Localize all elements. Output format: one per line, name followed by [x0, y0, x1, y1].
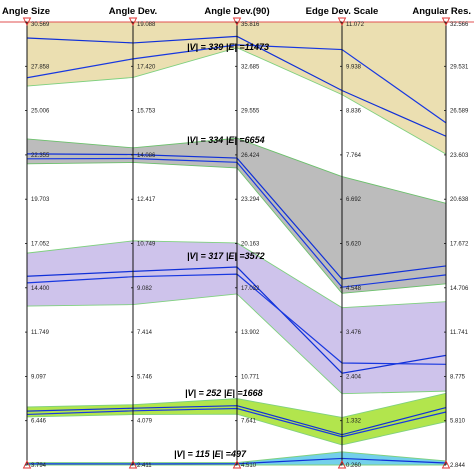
axis-tick-label: 32.566	[450, 22, 469, 28]
axis-tick-label: 26.589	[450, 109, 469, 115]
axis-tick-label: 0.260	[346, 463, 362, 469]
group-label: |V| = 334 |E| =6654	[187, 135, 265, 145]
axis-tick-label: 26.424	[241, 153, 260, 159]
axis-tick-label: 17.672	[450, 242, 469, 248]
group-label: |V| = 252 |E| =1668	[185, 388, 263, 398]
axes: Angle Size 30.569 27.858 25.006 22.355 19.703…	[0, 6, 474, 469]
axis-tick-label: 10.771	[241, 374, 260, 380]
axis-tick-label: 17.032	[241, 286, 260, 292]
group-label: |V| = 115 |E| =497	[174, 449, 247, 459]
axis-2: Angle Dev. 19.088 17.420 15.753 14.086 12.417…	[109, 6, 157, 469]
axis-tick-label: 20.163	[241, 242, 260, 248]
axis-tick-label: 6.692	[346, 197, 362, 203]
axis-tick-label: 9.097	[31, 374, 47, 380]
axis-tick-label: 8.775	[450, 374, 466, 380]
axis-tick-label: 9.938	[346, 64, 362, 70]
axis-tick-label: 17.420	[137, 64, 156, 70]
axis-3: Angle Dev.(90) 35.816 32.685 29.555 26.424 23…	[204, 6, 269, 469]
axis-tick-label: 2.844	[450, 463, 466, 469]
axis-top-handle[interactable]	[337, 17, 347, 27]
group-label: |V| = 317 |E| =3572	[187, 251, 265, 261]
axis-top-handle[interactable]	[232, 17, 242, 27]
group-band	[27, 240, 446, 394]
axis-tick-label: 23.603	[450, 153, 469, 159]
axis-top-handle[interactable]	[441, 17, 451, 27]
axis-tick-label: 9.082	[137, 286, 153, 292]
axis-tick-label: 1.332	[346, 419, 362, 425]
axis-tick-label: 12.417	[137, 197, 156, 203]
group-band	[27, 138, 446, 294]
axis-bottom-handle[interactable]	[441, 459, 451, 469]
axis-tick-label: 7.764	[346, 153, 362, 159]
group-labels: |V| = 339 |E| =11473 |V| = 334 |E| =6654 |…	[174, 42, 269, 459]
axis-tick-label: 5.810	[450, 419, 466, 425]
axis-top-handle[interactable]	[128, 17, 138, 27]
axis-1: Angle Size 30.569 27.858 25.006 22.355 19.703…	[2, 6, 50, 469]
axis-tick-label: 29.555	[241, 109, 260, 115]
axis-tick-label: 35.816	[241, 22, 260, 28]
axis-bottom-handle[interactable]	[337, 459, 347, 469]
axis-tick-label: 29.531	[450, 64, 469, 70]
axis-tick-label: 5.620	[346, 242, 362, 248]
axis-tick-label: 11.072	[346, 22, 365, 28]
axis-title: Angle Dev.(90)	[204, 6, 269, 17]
axis-tick-label: 7.641	[241, 419, 257, 425]
axis-tick-label: 19.088	[137, 22, 156, 28]
axis-tick-label: 8.836	[346, 109, 362, 115]
axis-bottom-handle[interactable]	[232, 459, 242, 469]
axis-tick-label: 13.902	[241, 330, 260, 336]
axis-tick-label: 27.858	[31, 64, 50, 70]
axis-tick-label: 3.794	[31, 463, 47, 469]
axis-title: Angle Dev.	[109, 6, 157, 17]
axis-tick-label: 20.638	[450, 197, 469, 203]
axis-tick-label: 11.741	[450, 330, 469, 336]
axis-tick-label: 17.052	[31, 242, 50, 248]
axis-tick-label: 7.414	[137, 330, 153, 336]
axis-tick-label: 19.703	[31, 197, 50, 203]
axis-tick-label: 4.548	[346, 286, 362, 292]
axis-bottom-handle[interactable]	[22, 459, 32, 469]
axis-tick-label: 32.685	[241, 64, 260, 70]
axis-tick-label: 15.753	[137, 109, 156, 115]
axis-tick-label: 6.446	[31, 419, 47, 425]
axis-bottom-handle[interactable]	[128, 459, 138, 469]
axis-tick-label: 3.476	[346, 330, 362, 336]
axis-tick-label: 14.706	[450, 286, 469, 292]
axis-tick-label: 2.411	[137, 463, 152, 469]
axis-title: Edge Dev. Scale	[306, 6, 379, 17]
axis-tick-label: 2.404	[346, 374, 362, 380]
axis-tick-label: 4.079	[137, 419, 153, 425]
axis-tick-label: 14.086	[137, 153, 156, 159]
axis-4: Edge Dev. Scale 11.072 9.938 8.836 7.764 6.69…	[306, 6, 379, 469]
axis-tick-label: 30.569	[31, 22, 50, 28]
axis-tick-label: 22.355	[31, 153, 50, 159]
axis-tick-label: 10.749	[137, 242, 156, 248]
axis-tick-label: 14.400	[31, 286, 50, 292]
group-band	[27, 393, 446, 445]
axis-top-handle[interactable]	[22, 17, 32, 27]
axis-title: Angular Res.	[412, 6, 471, 17]
axis-title: Angle Size	[2, 6, 50, 17]
axis-5: Angular Res. 32.566 29.531 26.589 23.603 20.6…	[412, 6, 471, 469]
group-band	[27, 22, 446, 155]
axis-tick-label: 5.746	[137, 374, 153, 380]
axis-tick-label: 4.510	[241, 463, 257, 469]
axis-tick-label: 11.749	[31, 330, 50, 336]
axis-tick-label: 25.006	[31, 109, 50, 115]
axis-tick-label: 23.294	[241, 197, 260, 203]
group-label: |V| = 339 |E| =11473	[187, 42, 269, 52]
